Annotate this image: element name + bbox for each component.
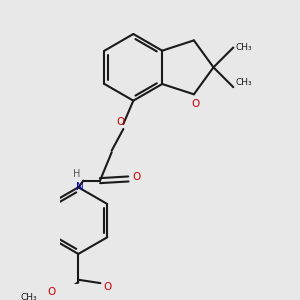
Text: CH₃: CH₃ xyxy=(236,78,253,87)
Text: O: O xyxy=(191,99,200,109)
Text: O: O xyxy=(132,172,141,182)
Text: CH₃: CH₃ xyxy=(236,43,253,52)
Text: O: O xyxy=(103,282,112,292)
Text: N: N xyxy=(76,182,83,192)
Text: O: O xyxy=(117,117,125,127)
Text: H: H xyxy=(73,169,81,178)
Text: O: O xyxy=(48,287,56,297)
Text: CH₃: CH₃ xyxy=(21,293,38,300)
